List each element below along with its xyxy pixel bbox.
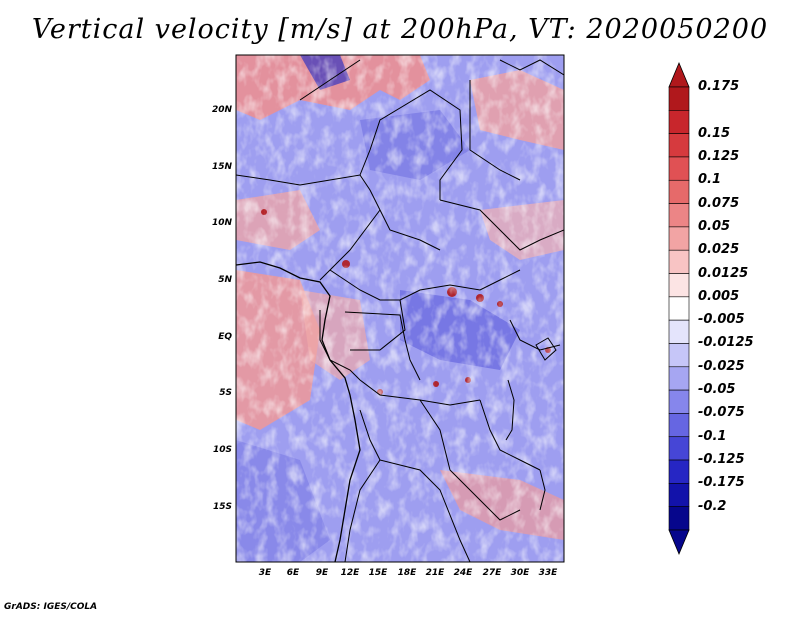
map-frame — [235, 54, 565, 563]
colorbar-box — [668, 179, 690, 204]
lake-victoria — [535, 337, 557, 361]
lon-label: 15E — [368, 568, 388, 578]
colorbar-top-triangle — [668, 61, 690, 88]
colorbar-label: 0.175 — [698, 79, 740, 94]
lon-label: 3E — [258, 568, 272, 578]
colorbar-bottom-triangle — [668, 529, 690, 556]
colorbar-label: 0.1 — [698, 172, 722, 188]
colorbar-box — [668, 366, 690, 391]
colorbar-label: -0.05 — [698, 382, 736, 398]
colorbar-box — [668, 343, 690, 368]
colorbar-label: -0.0125 — [698, 335, 754, 351]
colorbar-box — [668, 436, 690, 461]
colorbar-label: 0.125 — [698, 148, 740, 164]
colorbar-label: 0.15 — [698, 125, 731, 141]
lon-label: 33E — [538, 568, 558, 578]
colorbar-label: -0.005 — [698, 312, 745, 328]
colorbar-label: -0.125 — [698, 452, 745, 468]
colorbar-box — [668, 133, 690, 158]
map-title: Vertical velocity [m/s] at 200hPa, VT: 2… — [31, 14, 769, 45]
colorbar-box — [668, 319, 690, 344]
lat-label: 10N — [211, 218, 232, 228]
lat-label: 15N — [211, 162, 232, 172]
colorbar-box — [668, 273, 690, 298]
colorbar-label: 0.005 — [698, 288, 740, 304]
colorbar-box — [668, 86, 690, 111]
colorbar-box — [668, 483, 690, 507]
lat-label: 20N — [211, 105, 232, 115]
velocity-field — [236, 55, 564, 562]
colorbar-label: -0.1 — [698, 428, 727, 444]
colorbar-label: -0.2 — [698, 498, 727, 514]
colorbar-box — [668, 203, 690, 228]
colorbar-label: -0.025 — [698, 358, 745, 374]
colorbar-label: 0.025 — [698, 242, 740, 258]
lon-label: 18E — [397, 568, 417, 578]
lon-label: 9E — [315, 568, 329, 578]
lon-label: 24E — [453, 568, 473, 578]
colorbar-box — [668, 506, 690, 531]
colorbar-boxes — [668, 86, 690, 531]
colorbar-box — [668, 156, 690, 181]
colorbar-box — [668, 389, 690, 414]
colorbar-label: 0.05 — [698, 218, 731, 234]
lon-label: 6E — [286, 568, 300, 578]
lat-label: 5N — [218, 275, 232, 285]
lat-label: 10S — [212, 445, 232, 455]
colorbar-box — [668, 226, 690, 251]
colorbar-label: 0.0125 — [698, 265, 749, 281]
colorbar-box — [668, 110, 690, 134]
colorbar-box — [668, 413, 690, 438]
colorbar-label: 0.075 — [698, 195, 740, 211]
lat-label: 5S — [219, 388, 232, 398]
lat-label: 15S — [212, 502, 232, 512]
lon-label: 12E — [340, 568, 360, 578]
lon-label: 27E — [482, 568, 502, 578]
lon-label: 30E — [510, 568, 530, 578]
lat-label: EQ — [218, 332, 232, 342]
colorbar-box — [668, 459, 690, 484]
colorbar-box — [668, 249, 690, 274]
lake-tanganyika — [505, 379, 515, 441]
colorbar-label: -0.075 — [698, 405, 745, 421]
colorbar-box — [668, 296, 690, 321]
grads-credit: GrADS: IGES/COLA — [4, 602, 98, 612]
lake-malawi — [539, 469, 546, 511]
lon-label: 21E — [425, 568, 445, 578]
coastline — [236, 261, 361, 562]
colorbar — [668, 61, 690, 556]
country-boundaries — [236, 59, 564, 562]
colorbar-label: -0.175 — [698, 475, 745, 491]
